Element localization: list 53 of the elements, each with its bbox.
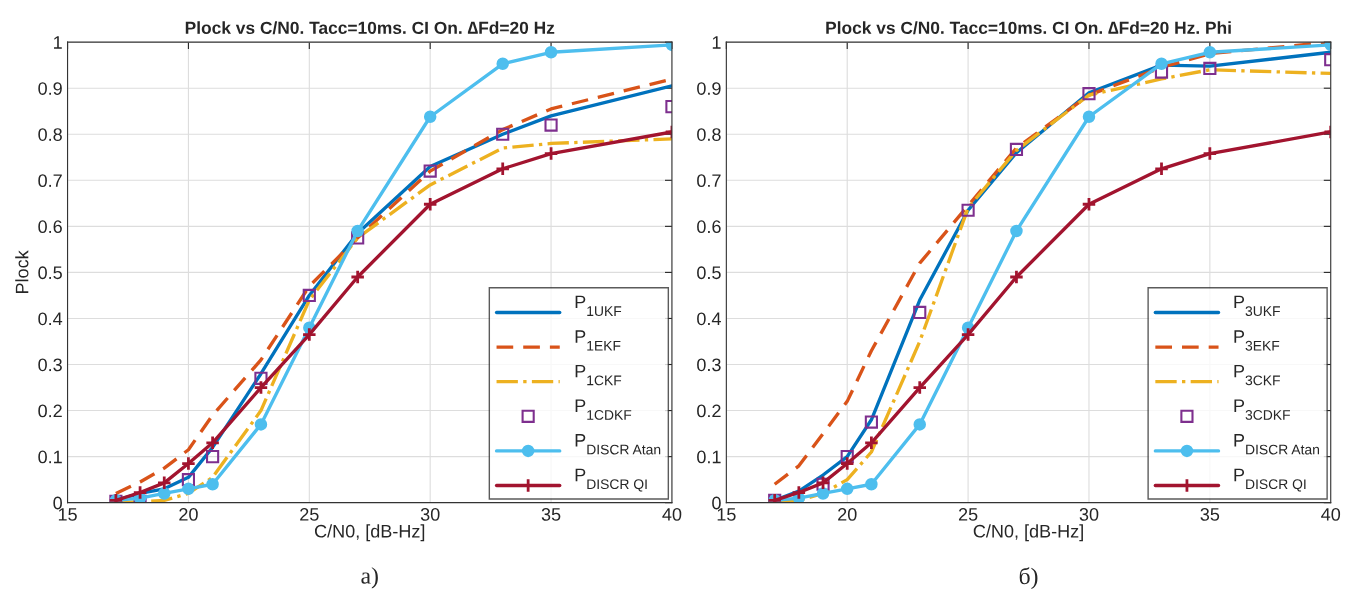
legend-label: P1CKF <box>575 364 622 386</box>
text: б) <box>1019 567 1038 590</box>
y-tick-label: 0.6 <box>38 220 62 234</box>
y-tick-label: 0.3 <box>697 358 721 372</box>
y-tick-label: 0.7 <box>38 174 62 188</box>
x-tick-label: 30 <box>420 508 440 521</box>
y-tick-label: 0.8 <box>38 128 62 141</box>
y-tick-label: 0.8 <box>697 128 721 141</box>
x-tick-label: 20 <box>838 508 857 521</box>
chart-title: Plock vs C/N0. Tacc=10ms. CI On. ∆Fd=20 Hz. Phi <box>826 21 1231 35</box>
x-tick-label: 15 <box>717 508 736 521</box>
x-tick-label: 25 <box>958 508 978 521</box>
y-tick-label: 1 <box>712 36 721 49</box>
legend-label: PDISCR Atan <box>1234 434 1319 455</box>
y-tick-label: 0.9 <box>697 82 721 95</box>
chart-title: Plock vs C/N0. Tacc=10ms. CI On. ∆Fd=20 Hz <box>185 21 555 35</box>
y-tick-label: 0.1 <box>697 450 721 464</box>
y-tick-label: 0.1 <box>38 450 62 464</box>
x-tick-label: 15 <box>58 508 77 521</box>
x-tick-label: 40 <box>1321 508 1341 521</box>
text: a) <box>361 567 378 589</box>
legend-label: P1UKF <box>575 295 622 317</box>
legend-label: P3EKF <box>1234 330 1280 351</box>
legend-label: P3CDKF <box>1234 399 1290 420</box>
x-tick-label: 40 <box>662 508 682 521</box>
x-tick-label: 30 <box>1079 508 1099 521</box>
legend-label: P1CDKF <box>575 399 632 420</box>
y-tick-label: 0.4 <box>38 312 63 326</box>
x-axis-title: C/N0, [dB-Hz] <box>314 524 425 542</box>
legend-label: P1EKF <box>575 330 621 351</box>
y-tick-label: 0.4 <box>697 312 721 326</box>
y-tick-label: 0.3 <box>38 358 62 372</box>
y-tick-label: 0.5 <box>38 266 62 280</box>
x-tick-label: 25 <box>300 508 319 521</box>
y-tick-label: 0.7 <box>697 174 721 188</box>
x-axis-title: C/N0, [dB-Hz] <box>973 524 1083 542</box>
y-tick-label: 0.2 <box>38 404 62 418</box>
legend-label: PDISCR Atan <box>575 434 661 455</box>
y-tick-label: 0.9 <box>38 82 62 95</box>
legend-label: P3CKF <box>1234 364 1280 386</box>
legend-label: PDISCR QI <box>1234 468 1306 492</box>
x-tick-label: 20 <box>179 508 198 521</box>
legend-label: P3UKF <box>1234 295 1280 317</box>
y-tick-label: 0.5 <box>697 266 721 280</box>
legend-label: PDISCR QI <box>575 468 647 492</box>
y-tick-label: 1 <box>54 36 62 49</box>
x-tick-label: 35 <box>1200 508 1220 521</box>
y-tick-label: 0.2 <box>697 404 721 418</box>
y-tick-label: 0 <box>712 496 721 510</box>
y-tick-label: 0 <box>53 496 62 510</box>
y-axis-title: Plock <box>15 250 29 293</box>
y-tick-label: 0.6 <box>697 220 721 234</box>
x-tick-label: 35 <box>541 508 561 521</box>
